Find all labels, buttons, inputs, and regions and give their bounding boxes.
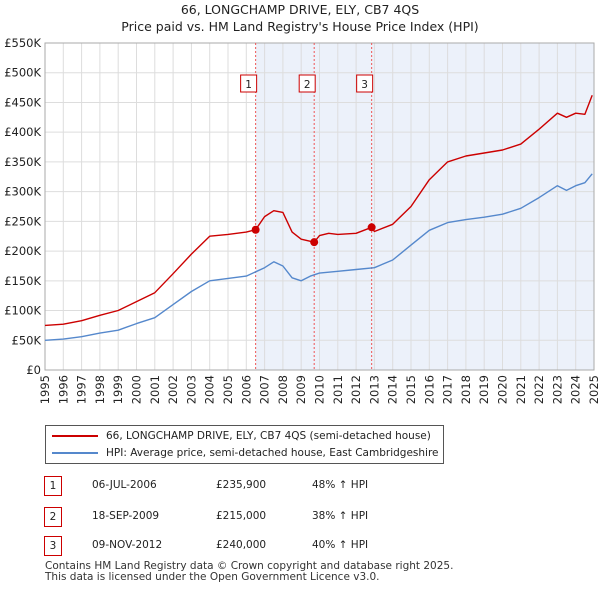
footer-line: Contains HM Land Registry data © Crown c… bbox=[45, 560, 454, 572]
x-tick-label: 1995 bbox=[38, 375, 52, 404]
x-tick-label: 2004 bbox=[203, 375, 217, 404]
x-tick-label: 2007 bbox=[258, 375, 272, 404]
transaction-price: £235,900 bbox=[216, 479, 267, 491]
legend-item-hpi: HPI: Average price, semi-detached house,… bbox=[46, 445, 439, 461]
x-tick-label: 2019 bbox=[477, 375, 491, 404]
x-tick-label: 2001 bbox=[148, 375, 162, 404]
property-price-line bbox=[44, 95, 593, 327]
x-tick-label: 1999 bbox=[111, 375, 125, 404]
x-tick-label: 2009 bbox=[294, 375, 308, 404]
hold-period-shade bbox=[255, 43, 315, 370]
y-tick-label: £100K bbox=[4, 304, 41, 318]
sale-number-label: 2 bbox=[304, 79, 311, 91]
transaction-date: 06-JUL-2006 bbox=[92, 479, 157, 491]
x-tick-label: 2005 bbox=[221, 375, 235, 404]
transaction-price: £240,000 bbox=[216, 539, 267, 551]
hold-period-shade bbox=[371, 43, 594, 370]
sale-number-label: 3 bbox=[361, 79, 368, 91]
y-tick-label: £450K bbox=[4, 95, 41, 109]
sale-number-box bbox=[240, 74, 258, 93]
chart-legend: 66, LONGCHAMP DRIVE, ELY, CB7 4QS (semi-… bbox=[45, 425, 444, 464]
hpi-line bbox=[44, 173, 593, 341]
x-tick-label: 2021 bbox=[514, 375, 528, 404]
transaction-row: 2 18-SEP-2009 £215,000 38% ↑ HPI bbox=[0, 507, 600, 527]
x-tick-label: 2024 bbox=[569, 375, 583, 404]
y-tick-label: £350K bbox=[4, 155, 41, 169]
y-tick-label: £500K bbox=[4, 66, 41, 80]
y-tick-label: £400K bbox=[4, 125, 41, 139]
x-tick-label: 1998 bbox=[93, 375, 107, 404]
sale-number-label: 1 bbox=[245, 79, 252, 91]
chart-title: 66, LONGCHAMP DRIVE, ELY, CB7 4QS bbox=[180, 2, 420, 17]
y-tick-label: £200K bbox=[4, 244, 41, 258]
transaction-hpi-change: 48% ↑ HPI bbox=[312, 479, 369, 491]
x-tick-label: 2018 bbox=[459, 375, 473, 404]
x-tick-label: 2013 bbox=[367, 375, 381, 404]
sale-number-box bbox=[356, 74, 374, 93]
x-tick-label: 2015 bbox=[404, 375, 418, 404]
sale-point bbox=[251, 225, 260, 234]
x-tick-label: 2003 bbox=[184, 375, 198, 404]
transaction-number-badge: 2 bbox=[44, 507, 62, 527]
transaction-date: 09-NOV-2012 bbox=[92, 539, 163, 551]
x-tick-label: 2025 bbox=[587, 375, 600, 404]
sale-point bbox=[310, 238, 319, 247]
transaction-row: 1 06-JUL-2006 £235,900 48% ↑ HPI bbox=[0, 476, 600, 496]
footer-attribution: Contains HM Land Registry data © Crown c… bbox=[45, 561, 453, 583]
x-tick-label: 2017 bbox=[441, 375, 455, 404]
sale-number-box bbox=[298, 74, 316, 93]
transaction-number-badge: 1 bbox=[44, 476, 62, 496]
x-tick-label: 2002 bbox=[166, 375, 180, 404]
x-tick-label: 2016 bbox=[422, 375, 436, 404]
legend-label-hpi: HPI: Average price, semi-detached house,… bbox=[106, 447, 439, 459]
transaction-number-badge: 3 bbox=[44, 536, 62, 556]
x-tick-label: 2023 bbox=[550, 375, 564, 404]
transaction-price: £215,000 bbox=[216, 510, 267, 522]
x-tick-label: 2011 bbox=[331, 375, 345, 404]
x-tick-label: 2010 bbox=[313, 375, 327, 404]
x-tick-label: 1996 bbox=[56, 375, 70, 404]
plot-border bbox=[44, 42, 595, 371]
y-tick-label: £150K bbox=[4, 274, 41, 288]
x-tick-label: 2006 bbox=[239, 375, 253, 404]
y-tick-label: £50K bbox=[12, 333, 42, 347]
x-tick-label: 2014 bbox=[386, 375, 400, 404]
legend-swatch-property bbox=[52, 435, 98, 437]
sale-point bbox=[367, 223, 376, 232]
x-tick-label: 2000 bbox=[130, 375, 144, 404]
y-tick-label: £300K bbox=[4, 185, 41, 199]
price-chart: £0 £50K £100K £150K £200K £250K £300K £350K £400… bbox=[4, 36, 600, 404]
transaction-hpi-change: 40% ↑ HPI bbox=[312, 539, 369, 551]
y-tick-label: £250K bbox=[4, 214, 41, 228]
x-tick-label: 2008 bbox=[276, 375, 290, 404]
transaction-date: 18-SEP-2009 bbox=[92, 510, 160, 522]
chart-subtitle: Price paid vs. HM Land Registry's House … bbox=[121, 19, 479, 34]
transaction-row: 3 09-NOV-2012 £240,000 40% ↑ HPI bbox=[0, 536, 600, 556]
x-tick-label: 2022 bbox=[532, 375, 546, 404]
legend-item-property: 66, LONGCHAMP DRIVE, ELY, CB7 4QS (semi-… bbox=[46, 428, 431, 444]
x-tick-label: 2012 bbox=[349, 375, 363, 404]
hold-period-shade bbox=[314, 43, 372, 370]
y-tick-label: £550K bbox=[4, 36, 41, 50]
x-tick-label: 2020 bbox=[496, 375, 510, 404]
y-tick-label: £0 bbox=[26, 363, 41, 377]
legend-label-property: 66, LONGCHAMP DRIVE, ELY, CB7 4QS (semi-… bbox=[106, 430, 431, 442]
x-tick-label: 1997 bbox=[75, 375, 89, 404]
legend-swatch-hpi bbox=[52, 452, 98, 454]
transaction-hpi-change: 38% ↑ HPI bbox=[312, 510, 369, 522]
footer-line: This data is licensed under the Open Gov… bbox=[45, 571, 380, 583]
